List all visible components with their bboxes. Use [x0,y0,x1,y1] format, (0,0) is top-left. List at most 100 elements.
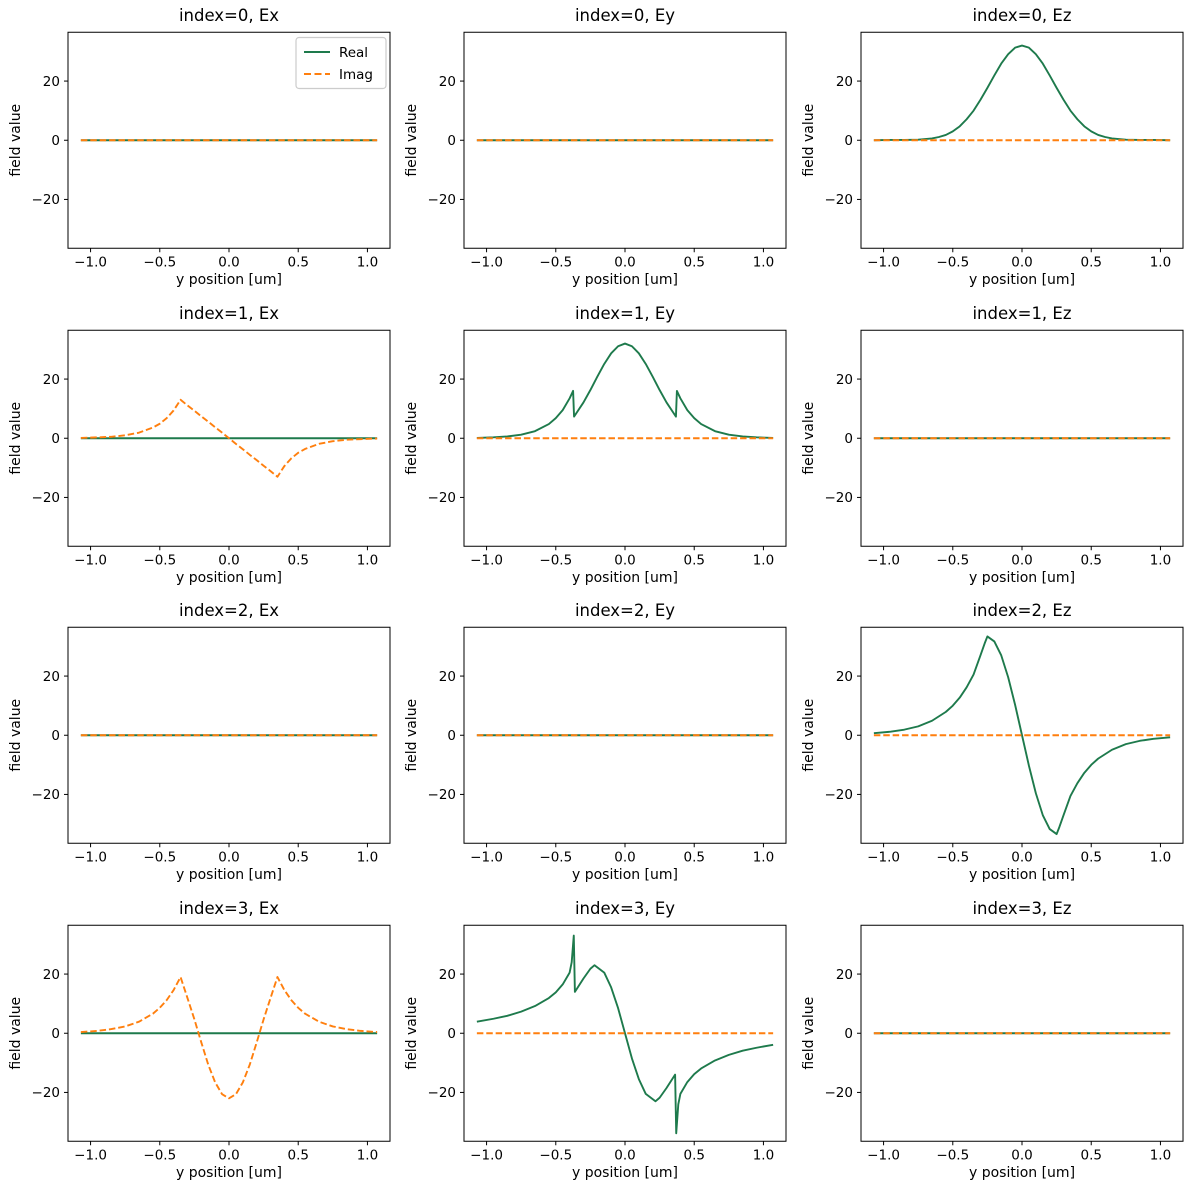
subplot-title: index=2, Ex [179,601,279,620]
x-tick-label: −0.5 [540,552,573,568]
x-axis-label: y position [um] [176,867,282,883]
y-tick-label: 20 [835,966,852,982]
y-tick-label: −20 [428,490,456,506]
plot-area [477,934,774,1134]
y-axis-label: field value [801,104,817,177]
subplot-title: index=2, Ey [575,601,675,620]
plot-area [80,398,378,478]
x-tick-label: 1.0 [357,850,378,866]
subplot-title: index=0, Ez [972,6,1071,25]
x-tick-label: −1.0 [867,552,900,568]
y-tick-label: −20 [824,787,853,803]
x-tick-label: −0.5 [143,1147,176,1163]
legend: Real Imag [295,36,387,90]
y-tick-label: −20 [824,1085,853,1101]
y-axis-label: field value [8,996,24,1069]
subplot-title: index=3, Ez [972,899,1071,918]
x-tick-label: 0.5 [287,255,308,271]
y-tick-label: −20 [824,490,853,506]
y-tick-label: 0 [51,728,60,744]
subplot-index-0-ey: −1.0 −0.5 0.0 0.5 1.0 −20 0 20 index=0, Ey y posi… [404,6,787,288]
legend-label-imag: Imag [339,67,373,83]
y-tick-label: −20 [32,1085,60,1101]
x-tick-label: 0.5 [287,552,308,568]
x-tick-label: 0.5 [684,850,705,866]
x-tick-label: 1.0 [1149,850,1170,866]
x-tick-label: 1.0 [357,1147,378,1163]
axes-spines [463,329,787,547]
y-tick-label: −20 [32,787,60,803]
x-tick-label: −0.5 [936,255,969,271]
x-tick-label: −1.0 [74,552,107,568]
x-tick-label: 0.0 [1011,850,1032,866]
x-tick-label: −0.5 [143,552,176,568]
x-tick-label: 1.0 [753,255,774,271]
real-line [873,44,1170,142]
y-axis-label: field value [404,996,420,1069]
x-tick-label: 1.0 [357,255,378,271]
x-axis-label: y position [um] [176,272,282,288]
x-tick-label: 0.5 [287,1147,308,1163]
subplot-title: index=1, Ey [575,303,675,322]
y-axis-label: field value [404,401,420,474]
y-tick-label: 0 [844,430,853,446]
y-tick-label: 0 [448,1025,457,1041]
y-tick-label: −20 [428,1085,456,1101]
x-tick-label: −1.0 [471,255,504,271]
y-axis-label: field value [801,699,817,772]
subplot-index-2-ey: −1.0 −0.5 0.0 0.5 1.0 −20 0 20 index=2, Ey y posi… [404,601,787,883]
y-axis-label: field value [404,104,420,177]
x-tick-label: −0.5 [936,1147,969,1163]
subplot-index-0-ex: −1.0 −0.5 0.0 0.5 1.0 −20 0 20 index=0, Ex y posi… [8,6,391,288]
x-axis-label: y position [um] [176,1165,282,1181]
y-tick-label: 20 [835,371,852,387]
x-axis-label: y position [um] [969,867,1075,883]
imag-line [80,975,378,1099]
subplot-title: index=1, Ez [972,304,1071,323]
plot-area [873,635,1170,836]
subplot-index-2-ex: −1.0 −0.5 0.0 0.5 1.0 −20 0 20 index=2, Ex y posi… [8,601,391,883]
y-tick-label: 20 [439,966,456,982]
x-tick-label: 0.0 [1011,552,1032,568]
real-line [477,934,774,1134]
x-tick-label: −0.5 [936,850,969,866]
y-axis-label: field value [801,401,817,474]
x-tick-label: 0.0 [1011,1147,1032,1163]
plot-area [80,975,378,1099]
y-tick-label: 0 [448,728,457,744]
y-tick-label: −20 [32,192,60,208]
x-tick-label: 0.5 [684,255,705,271]
subplot-index-2-ez: −1.0 −0.5 0.0 0.5 1.0 −20 0 20 index=2, Ez y posi… [801,601,1184,883]
x-tick-label: 1.0 [357,552,378,568]
x-tick-label: −0.5 [540,850,573,866]
subplot-index-0-ez: −1.0 −0.5 0.0 0.5 1.0 −20 0 20 index=0, Ez y posi… [801,6,1184,288]
subplot-index-1-ex: −1.0 −0.5 0.0 0.5 1.0 −20 0 20 index=1, Ex y posi… [8,303,391,586]
subplot-index-1-ey: −1.0 −0.5 0.0 0.5 1.0 −20 0 20 index=1, Ey y posi… [404,303,787,586]
legend-box [295,36,387,90]
x-tick-label: 1.0 [1149,255,1170,271]
x-tick-label: 1.0 [753,850,774,866]
x-tick-label: 0.0 [615,1147,636,1163]
y-tick-label: −20 [428,192,456,208]
y-tick-label: 0 [51,133,60,149]
x-tick-label: 0.5 [287,850,308,866]
real-line [873,635,1170,836]
subplot-title: index=0, Ex [179,6,279,25]
y-tick-label: 0 [51,430,60,446]
y-tick-label: −20 [824,192,853,208]
x-axis-label: y position [um] [572,1165,678,1181]
x-tick-label: 1.0 [1149,1147,1170,1163]
x-tick-label: −0.5 [540,1147,573,1163]
y-tick-label: −20 [32,490,60,506]
y-tick-label: 20 [439,669,456,685]
y-tick-label: −20 [428,787,456,803]
x-tick-label: 0.5 [684,552,705,568]
x-tick-label: −1.0 [74,850,107,866]
y-tick-label: 20 [835,74,852,90]
plot-area [477,342,774,439]
y-axis-label: field value [8,699,24,772]
x-tick-label: −1.0 [867,850,900,866]
y-tick-label: 0 [844,728,853,744]
y-tick-label: 20 [43,74,60,90]
subplot-title: index=2, Ez [972,601,1071,620]
